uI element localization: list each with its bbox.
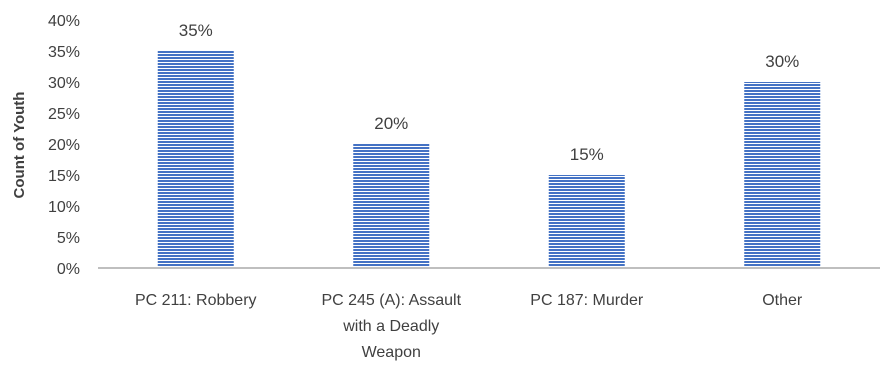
data-label: 15%: [570, 145, 604, 164]
category-label-line: Other: [762, 292, 803, 309]
data-label: 35%: [179, 21, 213, 40]
y-tick-label: 15%: [48, 168, 80, 185]
category-label-line: with a Deadly: [342, 318, 439, 335]
category-label: PC 245 (A): Assault with a Deadly Weapon: [321, 292, 461, 361]
data-label: 30%: [765, 52, 799, 71]
category-label-line: PC 187: Murder: [530, 292, 644, 309]
bar: [548, 175, 625, 268]
y-tick-label: 0%: [57, 261, 80, 278]
data-label: 20%: [374, 114, 408, 133]
bars: [157, 51, 821, 268]
y-tick-label: 25%: [48, 106, 80, 123]
category-label-line: Weapon: [362, 344, 421, 361]
y-axis-title: Count of Youth: [11, 92, 28, 199]
category-label: PC 211: Robbery: [135, 292, 257, 309]
category-label: Other: [762, 292, 803, 309]
y-tick-label: 20%: [48, 137, 80, 154]
y-axis-title-group: Count of Youth: [11, 92, 28, 199]
y-tick-label: 40%: [48, 13, 80, 30]
y-axis-ticks: 0% 5% 10% 15% 20% 25% 30% 35% 40%: [48, 13, 80, 278]
y-tick-label: 35%: [48, 44, 80, 61]
bar: [157, 51, 234, 268]
category-label-line: PC 245 (A): Assault: [321, 292, 461, 309]
category-label-line: PC 211: Robbery: [135, 292, 257, 309]
category-label: PC 187: Murder: [530, 292, 644, 309]
y-tick-label: 10%: [48, 199, 80, 216]
category-labels: PC 211: Robbery PC 245 (A): Assault with a…: [135, 292, 803, 361]
bar: [353, 144, 430, 268]
bar: [744, 82, 821, 268]
y-tick-label: 5%: [57, 230, 80, 247]
y-tick-label: 30%: [48, 75, 80, 92]
data-labels: 35% 20% 15% 30%: [179, 21, 800, 164]
